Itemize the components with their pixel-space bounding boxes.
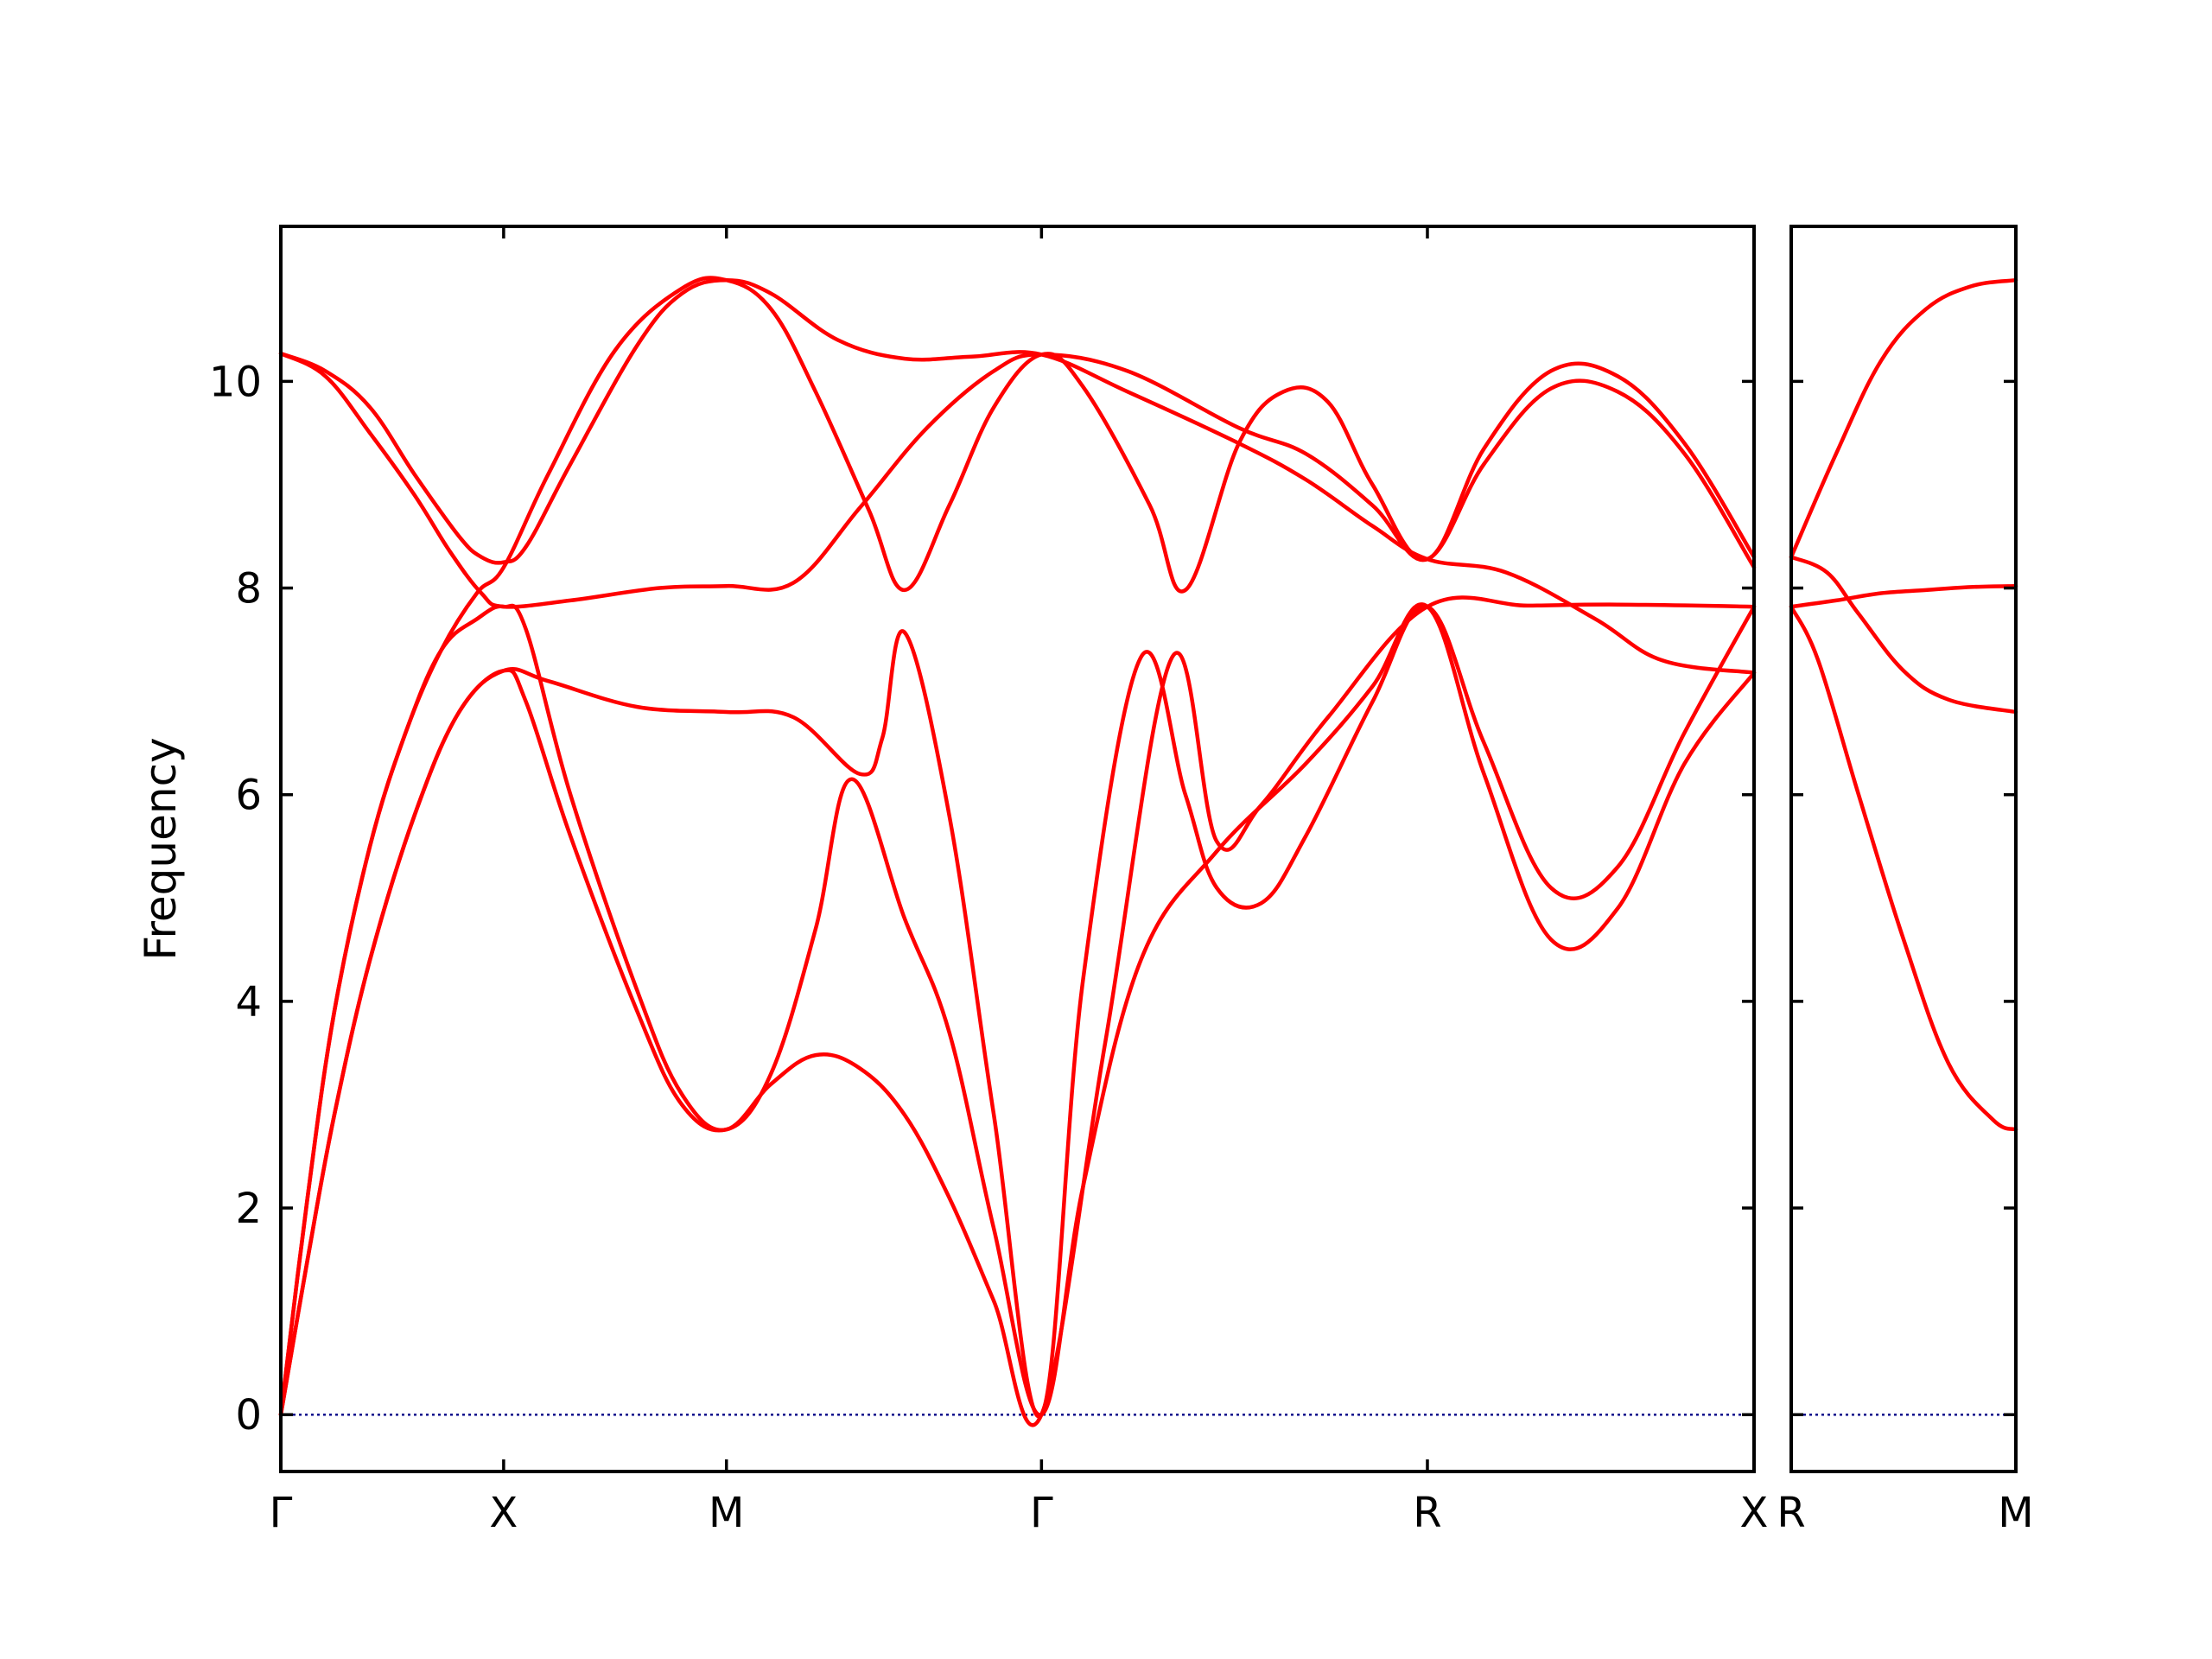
band-line-5	[278, 602, 1757, 1417]
band-line-1	[1789, 277, 2018, 559]
x-tick-label: R	[1777, 1489, 1805, 1537]
main-axis-ticks	[279, 226, 1756, 1471]
band-line-6	[278, 595, 1757, 1427]
right-plot-frame	[1789, 225, 2018, 1473]
y-tick-label: 10	[209, 358, 262, 406]
band-line-3	[1789, 583, 2018, 609]
x-tick-label: Γ	[270, 1489, 293, 1537]
x-tick-label: X	[1740, 1489, 1769, 1537]
band-line-1	[278, 277, 1757, 675]
x-tick-label: Γ	[1030, 1489, 1053, 1537]
y-tick-label: 8	[235, 565, 262, 613]
band-line-4	[1789, 604, 2018, 1132]
y-tick-label: 4	[235, 978, 262, 1027]
y-axis-label: Frequency	[136, 737, 186, 960]
main-band-panel: Γ X M Γ R X 0 2 4 6 8 10	[209, 225, 1769, 1537]
band-line-4	[278, 604, 1757, 1419]
right-band-series	[1789, 277, 2018, 1132]
x-tick-label: R	[1413, 1489, 1441, 1537]
x-tick-label: M	[709, 1489, 744, 1537]
y-tick-label: 0	[235, 1391, 262, 1440]
band-line-2	[278, 351, 1757, 609]
band-line-3	[278, 276, 1757, 1417]
y-tick-label: 6	[235, 772, 262, 820]
y-tick-label: 2	[235, 1185, 262, 1233]
main-tick-labels: Γ X M Γ R X 0 2 4 6 8 10	[209, 358, 1769, 1537]
right-axis-ticks	[1789, 226, 2018, 1471]
band-line-2	[1789, 555, 2018, 715]
x-tick-label: X	[489, 1489, 518, 1537]
main-band-series	[278, 276, 1757, 1427]
main-plot-frame	[279, 225, 1756, 1473]
x-tick-label: M	[1998, 1489, 2033, 1537]
